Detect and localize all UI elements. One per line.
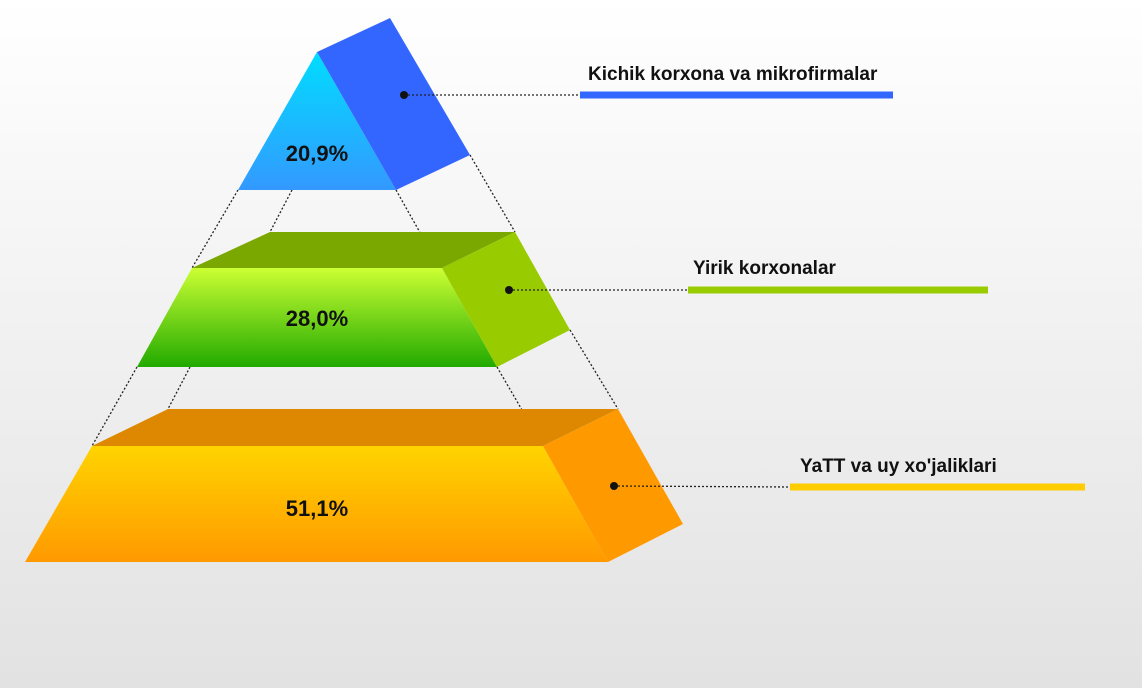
value-label: 28,0% <box>286 306 348 331</box>
category-label: Kichik korxona va mikrofirmalar <box>588 64 878 85</box>
value-label: 51,1% <box>286 496 348 521</box>
value-label: 20,9% <box>286 141 348 166</box>
category-label: Yirik korxonalar <box>693 258 837 279</box>
leader-dot <box>400 91 408 99</box>
leader-line <box>613 485 791 488</box>
segment-side <box>442 232 570 367</box>
segment <box>25 446 608 562</box>
category-label: YaTT va uy xo'jaliklari <box>800 456 997 477</box>
leader-dot <box>505 286 513 294</box>
segment <box>238 52 396 190</box>
segment-side <box>317 18 470 190</box>
segment <box>137 268 497 367</box>
segment-top <box>192 232 515 268</box>
leader-dot <box>610 482 618 490</box>
segment-top <box>92 409 618 446</box>
